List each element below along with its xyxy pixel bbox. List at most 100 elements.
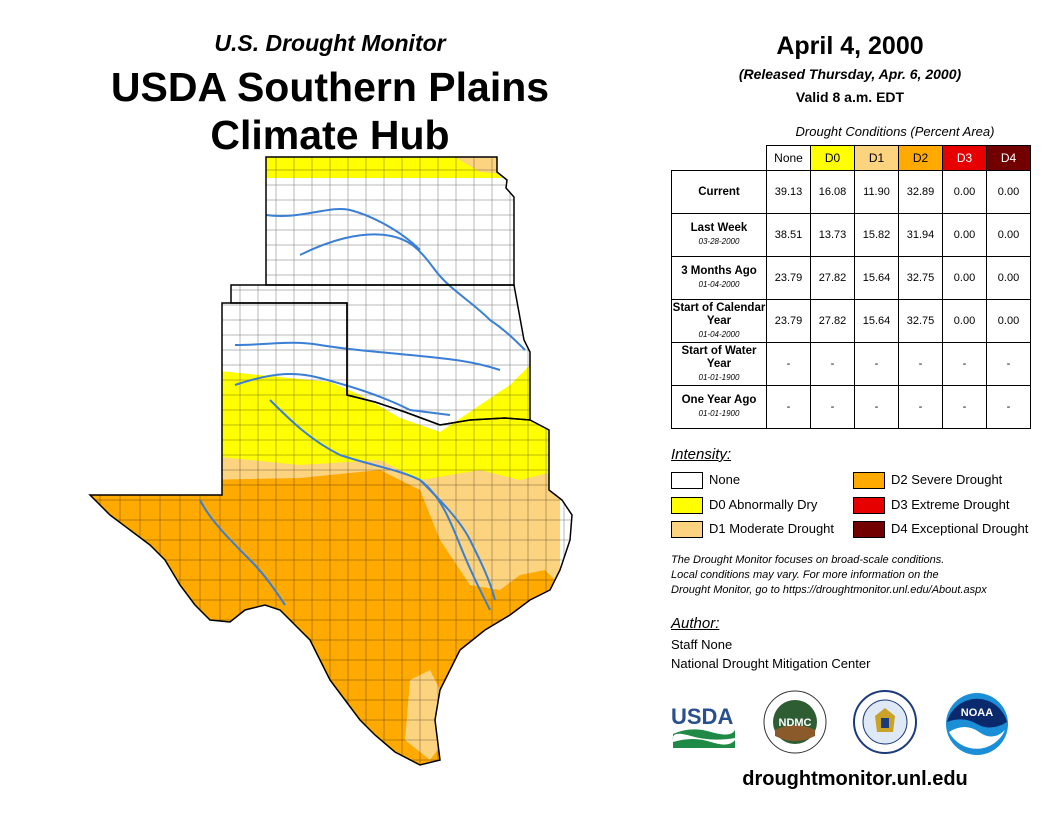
table-cell: 15.82: [854, 213, 899, 257]
legend-swatch: [671, 521, 703, 538]
table-cell: 27.82: [810, 299, 855, 343]
table-cell: 13.73: [810, 213, 855, 257]
legend-swatch: [853, 497, 885, 514]
table-row: Current 39.13 16.08 11.90 32.89 0.00 0.0…: [671, 170, 1031, 214]
legend-item-d0: D0 Abnormally Dry: [671, 497, 841, 515]
noaa-logo: NOAA: [946, 693, 1008, 755]
row-label: Start of Calendar Year 01-04-2000: [671, 299, 767, 343]
author-org: National Drought Mitigation Center: [671, 656, 871, 671]
legend-label: D4 Exceptional Drought: [891, 521, 1029, 536]
table-cell: -: [766, 342, 811, 386]
table-caption: Drought Conditions (Percent Area): [795, 124, 995, 139]
table-cell: 0.00: [942, 256, 987, 300]
legend-swatch: [671, 472, 703, 489]
legend-label: None: [709, 472, 741, 487]
usda-logo: USDA: [671, 704, 735, 748]
table-cell: 0.00: [942, 170, 987, 214]
column-header-none: None: [766, 145, 811, 171]
column-header-d3: D3: [942, 145, 987, 171]
table-row: Start of Water Year 01-01-1900 - - - - - …: [671, 342, 1031, 386]
legend-label: D3 Extreme Drought: [891, 497, 1010, 512]
legend-swatch: [671, 497, 703, 514]
table-cell: 16.08: [810, 170, 855, 214]
map-title-line2: Climate Hub: [210, 112, 450, 158]
table-row: One Year Ago 01-01-1900 - - - - - -: [671, 385, 1031, 429]
row-label: Current: [671, 170, 767, 214]
table-cell: -: [942, 342, 987, 386]
legend-swatch: [853, 472, 885, 489]
table-cell: 15.64: [854, 256, 899, 300]
table-cell: 0.00: [986, 299, 1031, 343]
table-cell: 0.00: [942, 213, 987, 257]
table-cell: -: [898, 385, 943, 429]
legend-item-d3: D3 Extreme Drought: [853, 497, 1043, 515]
column-header-d2: D2: [898, 145, 943, 171]
legend-item-d4: D4 Exceptional Drought: [853, 521, 1043, 539]
table-row: Last Week 03-28-2000 38.51 13.73 15.82 31…: [671, 213, 1031, 257]
note-line: Local conditions may vary. For more info…: [671, 569, 939, 581]
legend-item-d1: D1 Moderate Drought: [671, 521, 841, 539]
ndmc-logo: NDMC: [763, 690, 827, 754]
table-row: 3 Months Ago 01-04-2000 23.79 27.82 15.64…: [671, 256, 1031, 300]
row-sublabel: 01-01-1900: [698, 372, 740, 382]
table-header-empty: [672, 146, 767, 171]
author-title: Author:: [671, 615, 720, 632]
website-url[interactable]: droughtmonitor.unl.edu: [742, 768, 968, 790]
table-cell: -: [942, 385, 987, 429]
legend-label: D0 Abnormally Dry: [709, 497, 818, 512]
table-cell: 0.00: [986, 170, 1031, 214]
table-cell: -: [898, 342, 943, 386]
table-cell: 32.75: [898, 256, 943, 300]
drought-map: [88, 156, 573, 766]
row-label: Last Week 03-28-2000: [671, 213, 767, 257]
table-cell: 32.89: [898, 170, 943, 214]
svg-text:NOAA: NOAA: [961, 707, 993, 719]
row-label: 3 Months Ago 01-04-2000: [671, 256, 767, 300]
row-sublabel: 01-04-2000: [698, 280, 740, 289]
legend-label: D1 Moderate Drought: [709, 521, 835, 536]
table-cell: -: [810, 342, 855, 386]
author-name: Staff None: [671, 637, 733, 652]
row-sublabel: 03-28-2000: [698, 237, 740, 246]
table-cell: -: [854, 385, 899, 429]
row-sublabel: 01-01-1900: [698, 409, 740, 418]
table-cell: 38.51: [766, 213, 811, 257]
note-line: The Drought Monitor focuses on broad-sca…: [671, 554, 945, 566]
table-cell: 23.79: [766, 299, 811, 343]
table-cell: 31.94: [898, 213, 943, 257]
table-cell: 39.13: [766, 170, 811, 214]
table-cell: 0.00: [986, 256, 1031, 300]
table-cell: -: [986, 385, 1031, 429]
row-label: Start of Water Year 01-01-1900: [671, 342, 767, 386]
table-cell: -: [986, 342, 1031, 386]
table-cell: 32.75: [898, 299, 943, 343]
column-header-d1: D1: [854, 145, 899, 171]
legend-item-none: None: [671, 472, 841, 490]
map-subtitle: U.S. Drought Monitor: [214, 30, 446, 56]
legend-label: D2 Severe Drought: [891, 472, 1003, 487]
legend-item-d2: D2 Severe Drought: [853, 472, 1043, 490]
table-cell: 27.82: [810, 256, 855, 300]
legend-swatch: [853, 521, 885, 538]
svg-text:USDA: USDA: [671, 704, 733, 729]
column-header-d4: D4: [986, 145, 1031, 171]
valid-time: Valid 8 a.m. EDT: [795, 89, 905, 105]
legend-title: Intensity:: [671, 446, 732, 463]
release-date: (Released Thursday, Apr. 6, 2000): [738, 66, 962, 82]
column-header-d0: D0: [810, 145, 855, 171]
table-cell: 11.90: [854, 170, 899, 214]
row-label: One Year Ago 01-01-1900: [671, 385, 767, 429]
table-cell: 0.00: [942, 299, 987, 343]
drought-conditions-table: None D0 D1 D2 D3 D4 Current 39.13 16.08 …: [671, 145, 1031, 429]
commerce-seal-logo: [853, 690, 917, 754]
svg-text:NDMC: NDMC: [779, 717, 812, 729]
table-cell: 23.79: [766, 256, 811, 300]
table-row: Start of Calendar Year 01-04-2000 23.79 2…: [671, 299, 1031, 343]
disclaimer-note: The Drought Monitor focuses on broad-sca…: [671, 553, 1051, 598]
table-cell: 0.00: [986, 213, 1031, 257]
table-cell: -: [766, 385, 811, 429]
table-cell: -: [854, 342, 899, 386]
table-cell: 15.64: [854, 299, 899, 343]
table-header-row: None D0 D1 D2 D3 D4: [672, 145, 1031, 171]
map-title-line1: USDA Southern Plains: [110, 64, 550, 110]
